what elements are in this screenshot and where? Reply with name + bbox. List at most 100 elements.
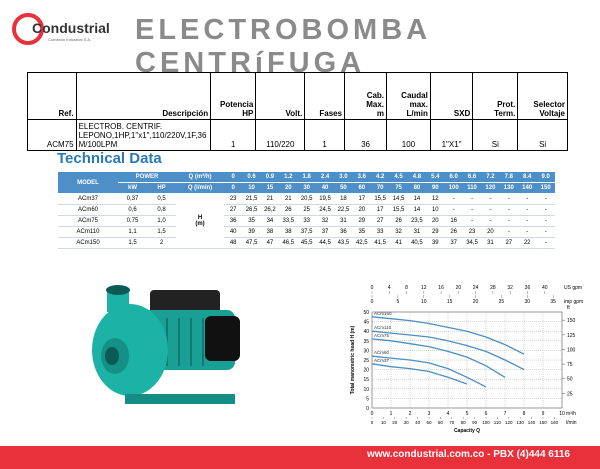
x2-tick-label: 40 — [415, 420, 421, 425]
x4-tick-label: 5 — [396, 299, 399, 305]
page-title: ELECTROBOMBA CENTRíFUGA — [135, 14, 431, 79]
table-cell: 29 — [426, 226, 445, 238]
header-cell: 100 — [444, 182, 463, 194]
header-cell: Q (l/min) — [176, 182, 224, 194]
x2-tick-label: 140 — [528, 420, 536, 425]
header-cell: 130 — [499, 182, 518, 194]
table-cell: 14,5 — [389, 193, 408, 205]
table-cell: 26 — [279, 204, 298, 216]
x4-tick-label: 20 — [473, 299, 479, 305]
x-tick-label: 7 — [504, 411, 507, 417]
table-cell: 1,1 — [118, 226, 147, 238]
table-cell: ACm37 — [58, 193, 118, 205]
table-cell: 37,5 — [297, 226, 316, 238]
table-cell: 45,5 — [297, 237, 316, 249]
y-tick-label: 30 — [363, 348, 369, 354]
y-tick-label: 45 — [363, 320, 369, 326]
column-header: Descripción — [75, 72, 212, 120]
header-cell: 150 — [536, 182, 555, 194]
table-cell: 20,5 — [297, 193, 316, 205]
table-cell: 27 — [371, 215, 390, 227]
table-cell: 48 — [224, 237, 243, 249]
table-cell: 25 — [297, 204, 316, 216]
table-row: ACm75 0,75 1,0 36 35 34 33,5 33 32 31 29 27 26 23,5 20… — [58, 215, 555, 227]
table-cell: 47 — [260, 237, 280, 249]
table-cell: 26 — [444, 226, 463, 238]
table-cell: 110/220 — [255, 119, 306, 151]
x2-tick-label: 30 — [404, 420, 410, 425]
header-cell: 20 — [279, 182, 298, 194]
inlet-hole — [105, 347, 119, 365]
header-cell: 2.4 — [315, 172, 335, 183]
y-tick-label: 20 — [363, 368, 369, 374]
header-cell: 90 — [426, 182, 445, 194]
header-cell: 10 — [242, 182, 261, 194]
pump-image — [92, 285, 240, 404]
table-cell: - — [444, 193, 463, 205]
table-cell: 22 — [518, 237, 537, 249]
x3-tick-label: 32 — [507, 285, 513, 291]
table-cell: 27 — [499, 237, 518, 249]
table-cell: 21,5 — [242, 193, 261, 205]
x-unit: m³/h — [566, 411, 576, 417]
table-cell: 38 — [260, 226, 280, 238]
x2-tick-label: 100 — [482, 420, 490, 425]
table-cell: 22,5 — [334, 204, 353, 216]
product-table: Ref. Descripción Potencia HP Volt. Fases Cab.… — [27, 72, 568, 151]
x2-tick-label: 70 — [449, 420, 455, 425]
curve — [371, 338, 506, 378]
terminal-box — [205, 316, 240, 361]
table-cell: 20 — [426, 215, 445, 227]
y2-tick-label: 25 — [567, 391, 573, 397]
x3-tick-label: 8 — [405, 285, 408, 291]
x2-unit: l/min — [566, 420, 577, 426]
header-row: MODEL POWER Q (m³/h) 0 0.6 0.9 1.2 1.8 2.4 3.0 3.6… — [58, 172, 555, 194]
header-cell: MODEL — [58, 172, 118, 194]
table-cell: 36 — [334, 226, 353, 238]
column-header: Volt. — [255, 72, 306, 120]
table-cell: 39 — [426, 237, 445, 249]
table-cell: - — [536, 204, 555, 216]
table-cell: 40 — [224, 226, 243, 238]
table-cell: - — [481, 193, 500, 205]
outlet-hole — [106, 285, 130, 295]
column-header: Caudal max. L/min — [386, 72, 431, 120]
header-cell: 5.4 — [426, 172, 445, 183]
table-cell: 100 — [386, 119, 431, 151]
x-axis-label: Capacity Q — [454, 428, 480, 434]
table-cell: 27 — [224, 204, 243, 216]
table-cell: 33 — [371, 226, 390, 238]
curve-label: ACm150 — [374, 311, 392, 316]
header-cell: Q (m³/h) — [176, 172, 224, 183]
table-cell: 1,5 — [147, 226, 176, 238]
curve-label: ACm37 — [374, 358, 390, 363]
y-axis-label: Total manometric head H (m) — [350, 325, 356, 394]
table-cell: - — [518, 215, 537, 227]
table-cell: ACM75 — [27, 119, 77, 151]
header-cell: 0.9 — [260, 172, 280, 183]
y-tick-label: 35 — [363, 339, 369, 345]
table-cell: 46,5 — [279, 237, 298, 249]
x3-tick-label: 16 — [438, 285, 444, 291]
x-tick-label: 4 — [447, 411, 450, 417]
x-tick-label: 8 — [523, 411, 526, 417]
table-cell: - — [462, 193, 482, 205]
header-cell: 6.6 — [462, 172, 482, 183]
y2-tick-label: 100 — [567, 347, 576, 353]
y-tick-label: 15 — [363, 377, 369, 383]
table-cell: 1 — [210, 119, 257, 151]
header-cell: 9.0 — [536, 172, 555, 183]
curve — [371, 316, 525, 355]
table-cell: 37 — [315, 226, 335, 238]
table-cell: 35 — [242, 215, 261, 227]
table-cell: 31 — [334, 215, 353, 227]
column-header: Ref. — [27, 72, 77, 120]
table-cell: 0,6 — [118, 204, 147, 216]
logo-text: Condustrial — [32, 20, 110, 36]
curve-label: ACm75 — [374, 333, 390, 338]
header-cell: 7.8 — [499, 172, 518, 183]
header-cell: 120 — [481, 182, 500, 194]
header-cell: 75 — [389, 182, 408, 194]
table-cell: 36 — [344, 119, 388, 151]
column-header: Prot. Term. — [472, 72, 519, 120]
